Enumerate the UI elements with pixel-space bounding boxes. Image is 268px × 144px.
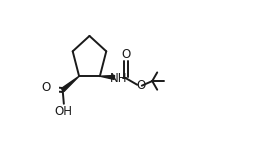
Text: OH: OH	[54, 105, 72, 118]
Polygon shape	[61, 76, 79, 92]
Polygon shape	[100, 75, 114, 79]
Text: O: O	[136, 79, 145, 92]
Text: O: O	[42, 81, 51, 94]
Text: NH: NH	[110, 72, 128, 85]
Text: O: O	[121, 48, 131, 61]
